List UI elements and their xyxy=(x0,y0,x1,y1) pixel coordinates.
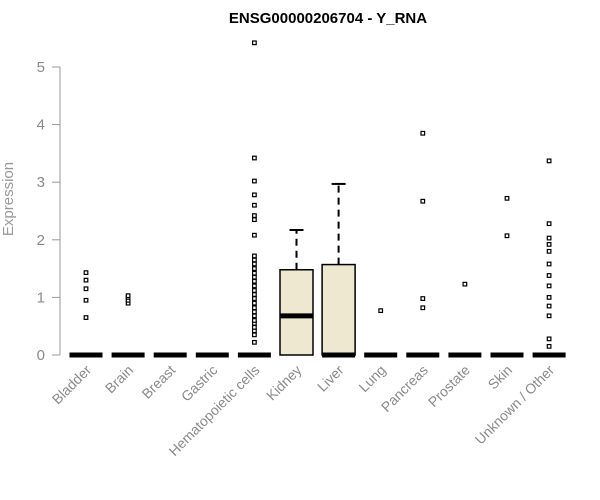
box-skin xyxy=(490,195,524,358)
box-body xyxy=(279,269,314,356)
outlier-point xyxy=(252,309,257,315)
outlier-point xyxy=(420,305,426,311)
outlier-point xyxy=(83,297,89,303)
outlier-point xyxy=(546,273,552,278)
outlier-point xyxy=(420,296,426,301)
outlier-point xyxy=(252,261,257,267)
outlier-point xyxy=(546,248,552,254)
x-tick-label: Breast xyxy=(138,362,178,402)
outlier-point xyxy=(83,270,89,276)
box-bladder xyxy=(69,270,103,358)
box-prostate xyxy=(448,281,482,358)
boxes-group xyxy=(69,40,566,358)
x-tick-label: Brain xyxy=(102,362,136,396)
outlier-point xyxy=(252,296,257,301)
outlier-point xyxy=(420,130,426,136)
x-tick-label: Prostate xyxy=(425,362,473,410)
outlier-point xyxy=(252,257,257,263)
box-lung xyxy=(364,308,398,358)
box-kidney xyxy=(279,229,314,356)
outlier-point xyxy=(252,270,257,276)
outlier-point xyxy=(83,277,89,283)
outlier-point xyxy=(546,303,552,309)
outlier-point xyxy=(252,266,257,271)
outlier-point xyxy=(252,217,257,223)
outlier-point xyxy=(252,278,257,284)
x-tick-label: Lung xyxy=(355,362,388,395)
outlier-point xyxy=(252,192,257,198)
outlier-point xyxy=(252,274,257,280)
outlier-point xyxy=(546,221,552,227)
outlier-point xyxy=(252,318,257,323)
outlier-point xyxy=(546,261,552,267)
y-tick-label: 0 xyxy=(37,347,45,364)
x-tick-label: Kidney xyxy=(263,362,305,404)
outlier-point xyxy=(252,232,257,238)
outlier-point xyxy=(252,202,257,208)
outlier-point xyxy=(252,339,257,345)
y-axis: 0 1 2 3 4 5 xyxy=(37,59,61,364)
outlier-point xyxy=(546,283,552,289)
x-tick-label: Pancreas xyxy=(378,362,431,415)
outlier-point xyxy=(252,213,257,219)
box-pancreas xyxy=(406,130,440,358)
x-tick-label: Liver xyxy=(314,362,347,395)
outlier-point xyxy=(252,332,257,338)
outlier-point xyxy=(462,281,468,287)
outlier-point xyxy=(252,155,257,161)
outlier-point xyxy=(378,308,384,314)
outlier-point xyxy=(252,292,257,297)
outlier-point xyxy=(252,305,257,311)
outlier-point xyxy=(546,336,552,342)
y-tick-label: 1 xyxy=(37,289,45,306)
outlier-point xyxy=(252,288,257,293)
box-liver xyxy=(321,182,356,358)
outlier-point xyxy=(252,40,257,46)
box-brain xyxy=(111,293,145,358)
outlier-point xyxy=(83,286,89,292)
outlier-point xyxy=(83,315,89,320)
x-tick-label: Skin xyxy=(485,362,516,393)
outlier-point xyxy=(546,158,552,164)
outlier-point xyxy=(420,198,426,204)
x-tick-label: Unknown / Other xyxy=(472,362,558,448)
box-body xyxy=(321,263,356,356)
outlier-point xyxy=(504,195,510,201)
outlier-point xyxy=(252,313,257,319)
outlier-point xyxy=(546,313,552,319)
y-tick-label: 3 xyxy=(37,174,45,191)
box-hematopoietic-cells xyxy=(237,40,271,358)
outlier-point xyxy=(546,295,552,300)
outlier-point xyxy=(546,242,552,247)
outlier-point xyxy=(546,235,552,241)
outlier-point xyxy=(252,300,257,306)
chart-title: ENSG00000206704 - Y_RNA xyxy=(229,10,427,27)
y-tick-label: 5 xyxy=(37,59,45,76)
box-unknown-other xyxy=(532,158,566,358)
outlier-point xyxy=(252,283,257,289)
outlier-point xyxy=(252,178,257,184)
x-tick-label: Bladder xyxy=(49,362,95,408)
outlier-point xyxy=(546,343,552,349)
y-tick-label: 2 xyxy=(37,232,45,249)
outlier-point xyxy=(125,293,131,299)
outlier-point xyxy=(252,324,257,330)
y-axis-label: Expression xyxy=(0,162,17,236)
outlier-point xyxy=(504,233,510,239)
outlier-point xyxy=(252,253,257,259)
y-tick-label: 4 xyxy=(37,117,45,134)
